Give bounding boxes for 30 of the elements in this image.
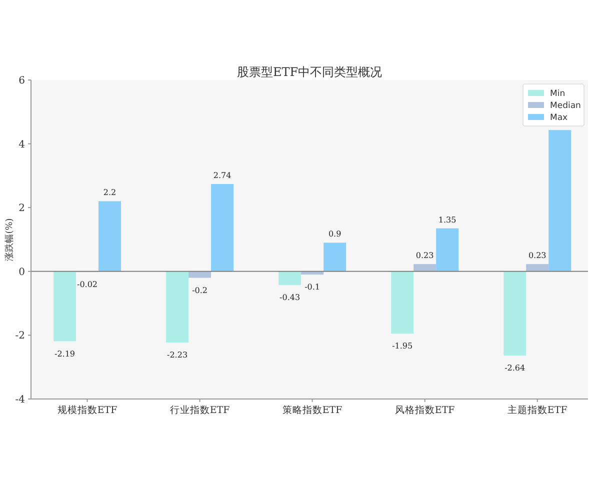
data-label: -0.02 [77,280,98,290]
data-label: 0.9 [328,230,342,239]
data-label: -0.43 [280,293,300,302]
data-label: -0.2 [192,286,208,295]
y-axis-title: 涨跌幅(%) [4,218,15,261]
x-tick-label: 风格指数ETF [394,404,456,416]
y-tick-label: 4 [18,139,25,150]
legend-label: Min [550,89,566,99]
data-label: -0.1 [304,282,320,292]
y-tick-label: -2 [15,330,25,342]
data-label: 0.23 [416,251,434,260]
y-tick-label: -4 [15,394,25,406]
x-tick-label: 规模指数ETF [57,404,118,416]
data-label: -2.64 [504,364,526,373]
data-label: 0.23 [528,251,546,260]
data-label: 2.2 [103,188,116,198]
data-label: -1.95 [392,342,413,351]
legend-label: Max [550,113,568,123]
x-tick-label: 策略指数ETF [282,404,343,416]
chart-title: 股票型ETF中不同类型概况 [236,65,382,79]
x-tick-label: 行业指数ETF [170,404,230,416]
data-label: -2.23 [167,350,188,360]
legend-label: Median [550,101,581,111]
x-tick-label: 主题指数ETF [507,404,568,416]
data-label: 1.35 [438,215,456,224]
data-label: 2.74 [213,170,232,180]
y-tick-label: 0 [18,266,25,278]
y-tick-label: 2 [18,203,25,214]
y-tick-label: 6 [18,76,25,86]
data-label: -2.19 [54,349,76,358]
